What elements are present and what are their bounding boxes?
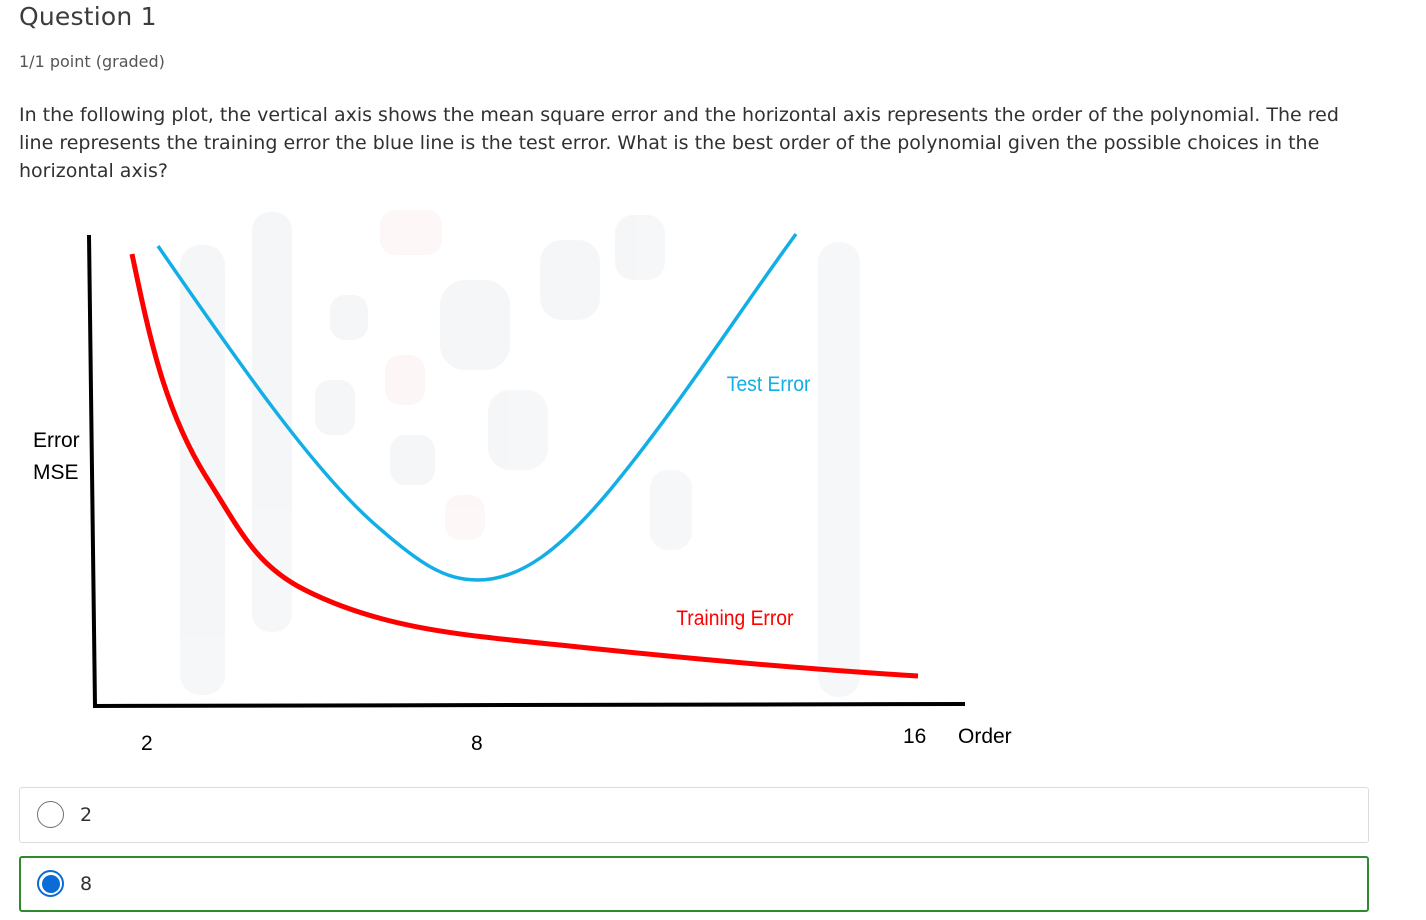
- choice-option[interactable]: 2: [19, 787, 1369, 843]
- x-tick-label: 8: [471, 732, 483, 755]
- training-error-legend-label: Training Error: [676, 607, 794, 630]
- x-tick-label: 2: [141, 732, 153, 755]
- test-error-legend-label: Test Error: [727, 373, 811, 396]
- y-axis-label-mse: MSE: [33, 461, 79, 484]
- question-title: Question 1: [19, 2, 157, 31]
- question-text: In the following plot, the vertical axis…: [19, 104, 1339, 182]
- test-error-line: [156, 232, 798, 582]
- radio-dot-icon: [42, 875, 60, 893]
- choice-option-selected[interactable]: 8: [19, 856, 1369, 912]
- watermark-logo: [180, 210, 860, 697]
- y-axis-label-error: Error: [33, 429, 80, 452]
- x-axis: [92, 702, 966, 708]
- x-axis-label: Order: [958, 725, 1012, 748]
- radio-button-checked[interactable]: [37, 870, 64, 897]
- training-error-line: [129, 253, 919, 679]
- radio-button[interactable]: [37, 801, 64, 828]
- error-plot-figure: Test Error Training Error Error MSE 2 8 …: [0, 190, 1060, 780]
- answer-choices: 2 8: [19, 787, 1369, 920]
- question-points: 1/1 point (graded): [19, 52, 165, 71]
- choice-label: 8: [80, 873, 93, 895]
- y-axis: [87, 234, 97, 708]
- error-plot-svg: Test Error Training Error Error MSE 2 8 …: [33, 210, 1012, 755]
- choice-label: 2: [80, 804, 93, 826]
- x-tick-label: 16: [903, 725, 926, 748]
